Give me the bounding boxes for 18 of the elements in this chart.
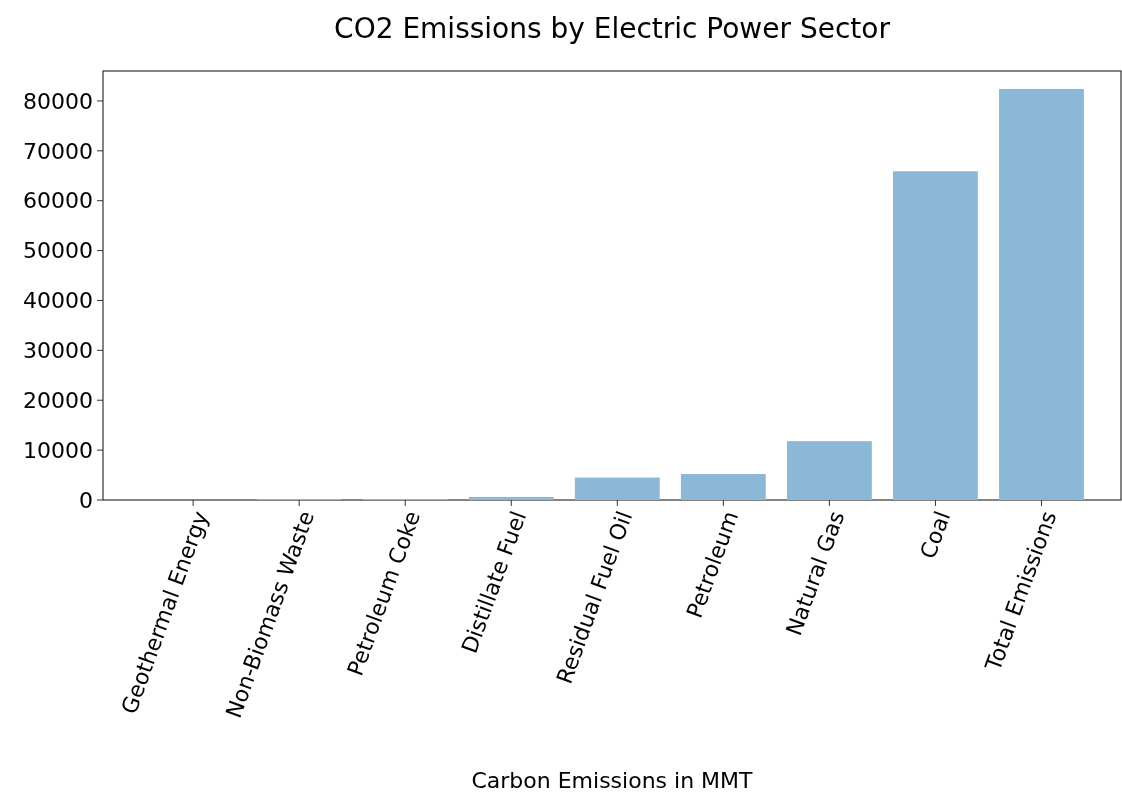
bar [680,474,766,500]
y-tick-label: 80000 [23,88,93,114]
bar [893,171,978,500]
y-tick-label: 50000 [23,238,93,264]
y-tick-label: 60000 [23,188,93,214]
y-tick-label: 40000 [23,288,93,314]
x-axis-title: Carbon Emissions in MMT [471,768,754,793]
y-tick-label: 10000 [23,437,93,463]
y-tick-label: 30000 [23,338,93,364]
chart-title: CO2 Emissions by Electric Power Sector [334,12,891,45]
bar [786,441,872,500]
x-tick-label: Coal [915,507,956,562]
y-tick-label: 0 [79,487,93,513]
bar [468,497,554,500]
bar [574,477,660,500]
bar [999,88,1084,500]
y-tick-label: 20000 [23,387,93,413]
y-tick-label: 70000 [23,138,93,164]
